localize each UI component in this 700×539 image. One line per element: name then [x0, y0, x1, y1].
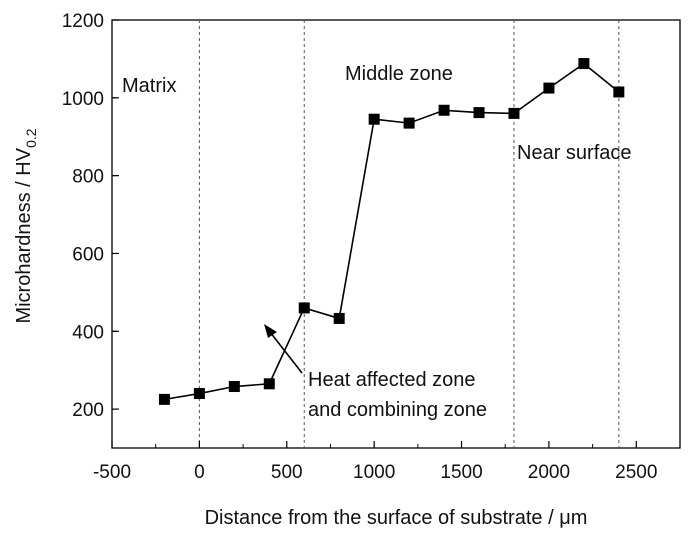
- zone-boundary-lines: [198, 20, 620, 448]
- annotation-arrow-line: [269, 331, 303, 374]
- y-tick-label-4: 1000: [62, 89, 104, 110]
- y-tick-label-0: 200: [72, 400, 104, 421]
- y-axis-title: Microhardness / HV0.2: [13, 128, 39, 323]
- data-point-3: [263, 378, 275, 390]
- x-axis-ticks: -500 0 500 1000 1500 2000 2500: [93, 441, 657, 483]
- annotation-near-surface: Near surface: [517, 142, 632, 164]
- data-point-10: [508, 107, 520, 119]
- data-point-7: [403, 117, 415, 129]
- x-tick-label-6: 2500: [615, 462, 657, 483]
- y-tick-label-5: 1200: [62, 11, 104, 32]
- data-point-2: [228, 381, 240, 393]
- y-axis-title-subscript: 0.2: [23, 128, 39, 148]
- y-tick-label-2: 600: [72, 244, 104, 265]
- x-tick-label-0: -500: [93, 462, 131, 483]
- x-tick-label-2: 500: [271, 462, 303, 483]
- data-point-5: [333, 312, 345, 324]
- data-point-1: [193, 388, 205, 400]
- x-tick-label-1: 0: [194, 462, 205, 483]
- x-axis-title: Distance from the surface of substrate /…: [205, 507, 588, 529]
- data-point-9: [473, 107, 485, 119]
- data-point-13: [613, 86, 625, 98]
- annotation-haz-line2: and combining zone: [308, 399, 487, 421]
- data-point-11: [543, 82, 555, 94]
- y-tick-label-3: 800: [72, 167, 104, 188]
- x-tick-label-4: 1500: [440, 462, 482, 483]
- data-point-8: [438, 104, 450, 116]
- annotation-arrow-head: [264, 324, 277, 338]
- y-axis-title-main: Microhardness / HV: [13, 147, 35, 323]
- data-point-4: [298, 302, 310, 314]
- data-point-12: [578, 58, 590, 70]
- annotation-haz-line1: Heat affected zone: [308, 369, 476, 391]
- annotation-matrix: Matrix: [122, 75, 176, 97]
- data-point-6: [368, 113, 380, 125]
- annotation-middle-zone: Middle zone: [345, 63, 453, 85]
- series-line-0: [164, 62, 620, 401]
- series-line-group: [164, 62, 620, 401]
- x-tick-label-5: 2000: [528, 462, 570, 483]
- plot-frame: [111, 19, 681, 449]
- x-tick-label-3: 1000: [353, 462, 395, 483]
- data-point-0: [158, 393, 170, 405]
- y-axis-ticks: 200 400 600 800 1000 1200: [62, 11, 119, 421]
- y-tick-label-1: 400: [72, 322, 104, 343]
- series-points-group: [158, 58, 625, 405]
